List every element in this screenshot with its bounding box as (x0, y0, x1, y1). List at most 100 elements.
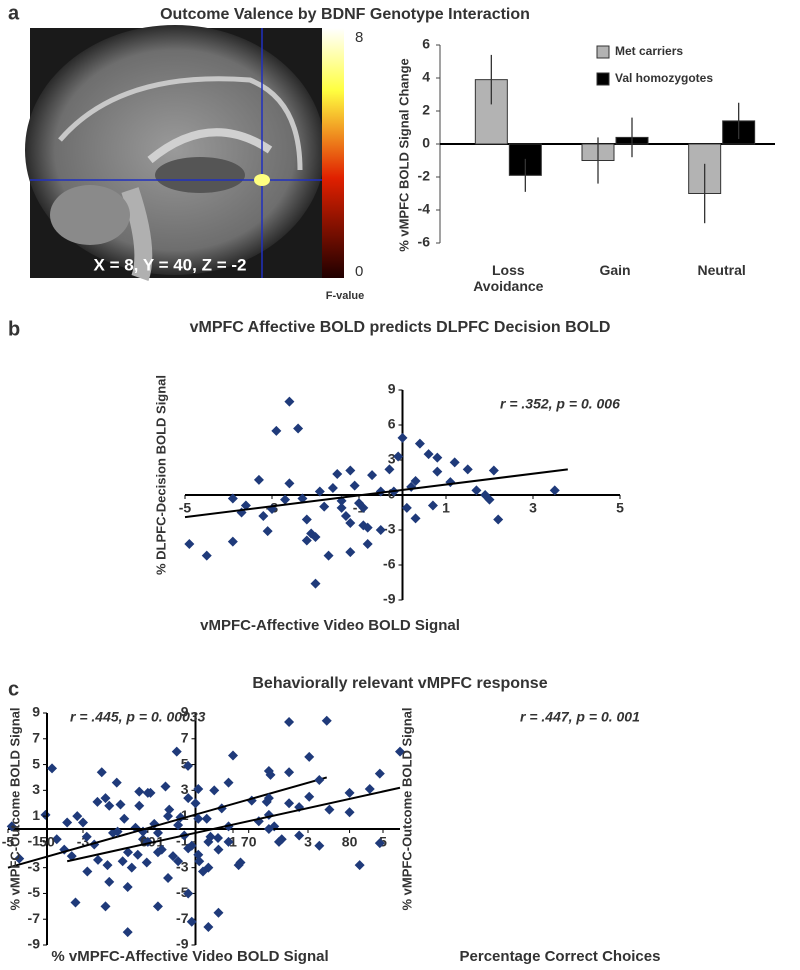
legend-label: Val homozygotes (615, 71, 713, 85)
y-tick-label: 2 (422, 102, 430, 118)
x-tick-label: Neutral (697, 262, 746, 278)
point (273, 836, 284, 847)
legend-label: Met carriers (615, 44, 683, 58)
point (324, 804, 335, 815)
point (104, 876, 115, 887)
y-tick-label: -7 (176, 910, 189, 926)
point (203, 862, 214, 873)
point (321, 715, 332, 726)
point (314, 486, 325, 497)
point (163, 811, 174, 822)
point (375, 525, 386, 535)
point (280, 494, 291, 505)
point (173, 820, 184, 831)
point (410, 476, 421, 486)
y-tick-label: -6 (383, 556, 396, 572)
point (112, 826, 123, 837)
point (51, 834, 62, 845)
point (323, 550, 334, 561)
point (115, 799, 126, 810)
point (304, 791, 315, 802)
point (344, 807, 355, 818)
point (123, 847, 133, 858)
point (332, 469, 343, 479)
y-tick-label: -3 (28, 858, 41, 874)
point (354, 860, 365, 871)
point (81, 831, 92, 842)
point (294, 830, 305, 841)
point (362, 539, 373, 549)
point (193, 813, 204, 824)
point (445, 477, 456, 488)
colorbar-tick: 8 (355, 29, 363, 46)
y-tick-label: 3 (181, 781, 189, 797)
point (293, 423, 304, 434)
point (6, 821, 17, 832)
y-tick-label: -4 (418, 201, 431, 217)
point (393, 451, 404, 462)
y-tick-label: -9 (176, 936, 189, 952)
point (104, 800, 115, 811)
point (209, 785, 220, 796)
point (194, 856, 205, 867)
x-tick-label: 3 (304, 834, 312, 850)
y-tick-label: 4 (422, 69, 430, 85)
point (183, 843, 194, 854)
point (253, 474, 264, 485)
point (240, 500, 251, 511)
y-tick-label: 1 (32, 807, 40, 823)
point (72, 811, 83, 822)
point (96, 767, 107, 778)
panel-label: a (8, 2, 20, 24)
point (142, 787, 153, 798)
point (340, 511, 351, 521)
point (401, 502, 412, 513)
legend-swatch (596, 45, 610, 59)
point (367, 470, 378, 481)
point (284, 478, 295, 489)
point (164, 804, 175, 815)
point (92, 796, 103, 807)
y-axis-label: % vMPFC-Outcome BOLD Signal (399, 708, 414, 911)
x-axis-label: Percentage Correct Choices (460, 948, 661, 965)
y-tick-label: 9 (181, 704, 189, 720)
point (263, 793, 274, 804)
point (263, 824, 274, 834)
point (227, 493, 238, 504)
point (284, 717, 295, 728)
point (471, 485, 482, 496)
colorbar-tick: 0 (355, 263, 363, 280)
point (78, 817, 88, 828)
y-tick-label: 6 (388, 416, 396, 432)
point (126, 862, 137, 873)
y-tick-label: 9 (388, 381, 396, 397)
annotation: r = .352, p = 0. 006 (500, 396, 620, 412)
colorbar-label: F-value (326, 290, 365, 302)
fit-line (184, 468, 568, 519)
point (40, 809, 51, 820)
point (134, 800, 145, 811)
point (193, 784, 204, 795)
fit-line (7, 776, 328, 869)
point (397, 432, 408, 443)
coordinates: X = 8, Y = 40, Z = -2 (94, 255, 247, 274)
point (374, 768, 385, 779)
x-tick-label: -5 (2, 834, 15, 850)
y-tick-label: -7 (28, 910, 41, 926)
x-tick-label: Gain (599, 262, 631, 278)
legend-swatch (596, 72, 610, 86)
point (423, 449, 434, 460)
point (432, 466, 443, 477)
point (111, 777, 122, 788)
point (223, 836, 234, 847)
y-tick-label: -5 (176, 884, 189, 900)
point (70, 897, 81, 908)
point (233, 860, 244, 871)
point (484, 494, 495, 505)
point (344, 787, 355, 798)
point (183, 793, 194, 804)
point (301, 535, 312, 546)
point (100, 901, 111, 912)
y-tick-label: 7 (32, 729, 40, 745)
